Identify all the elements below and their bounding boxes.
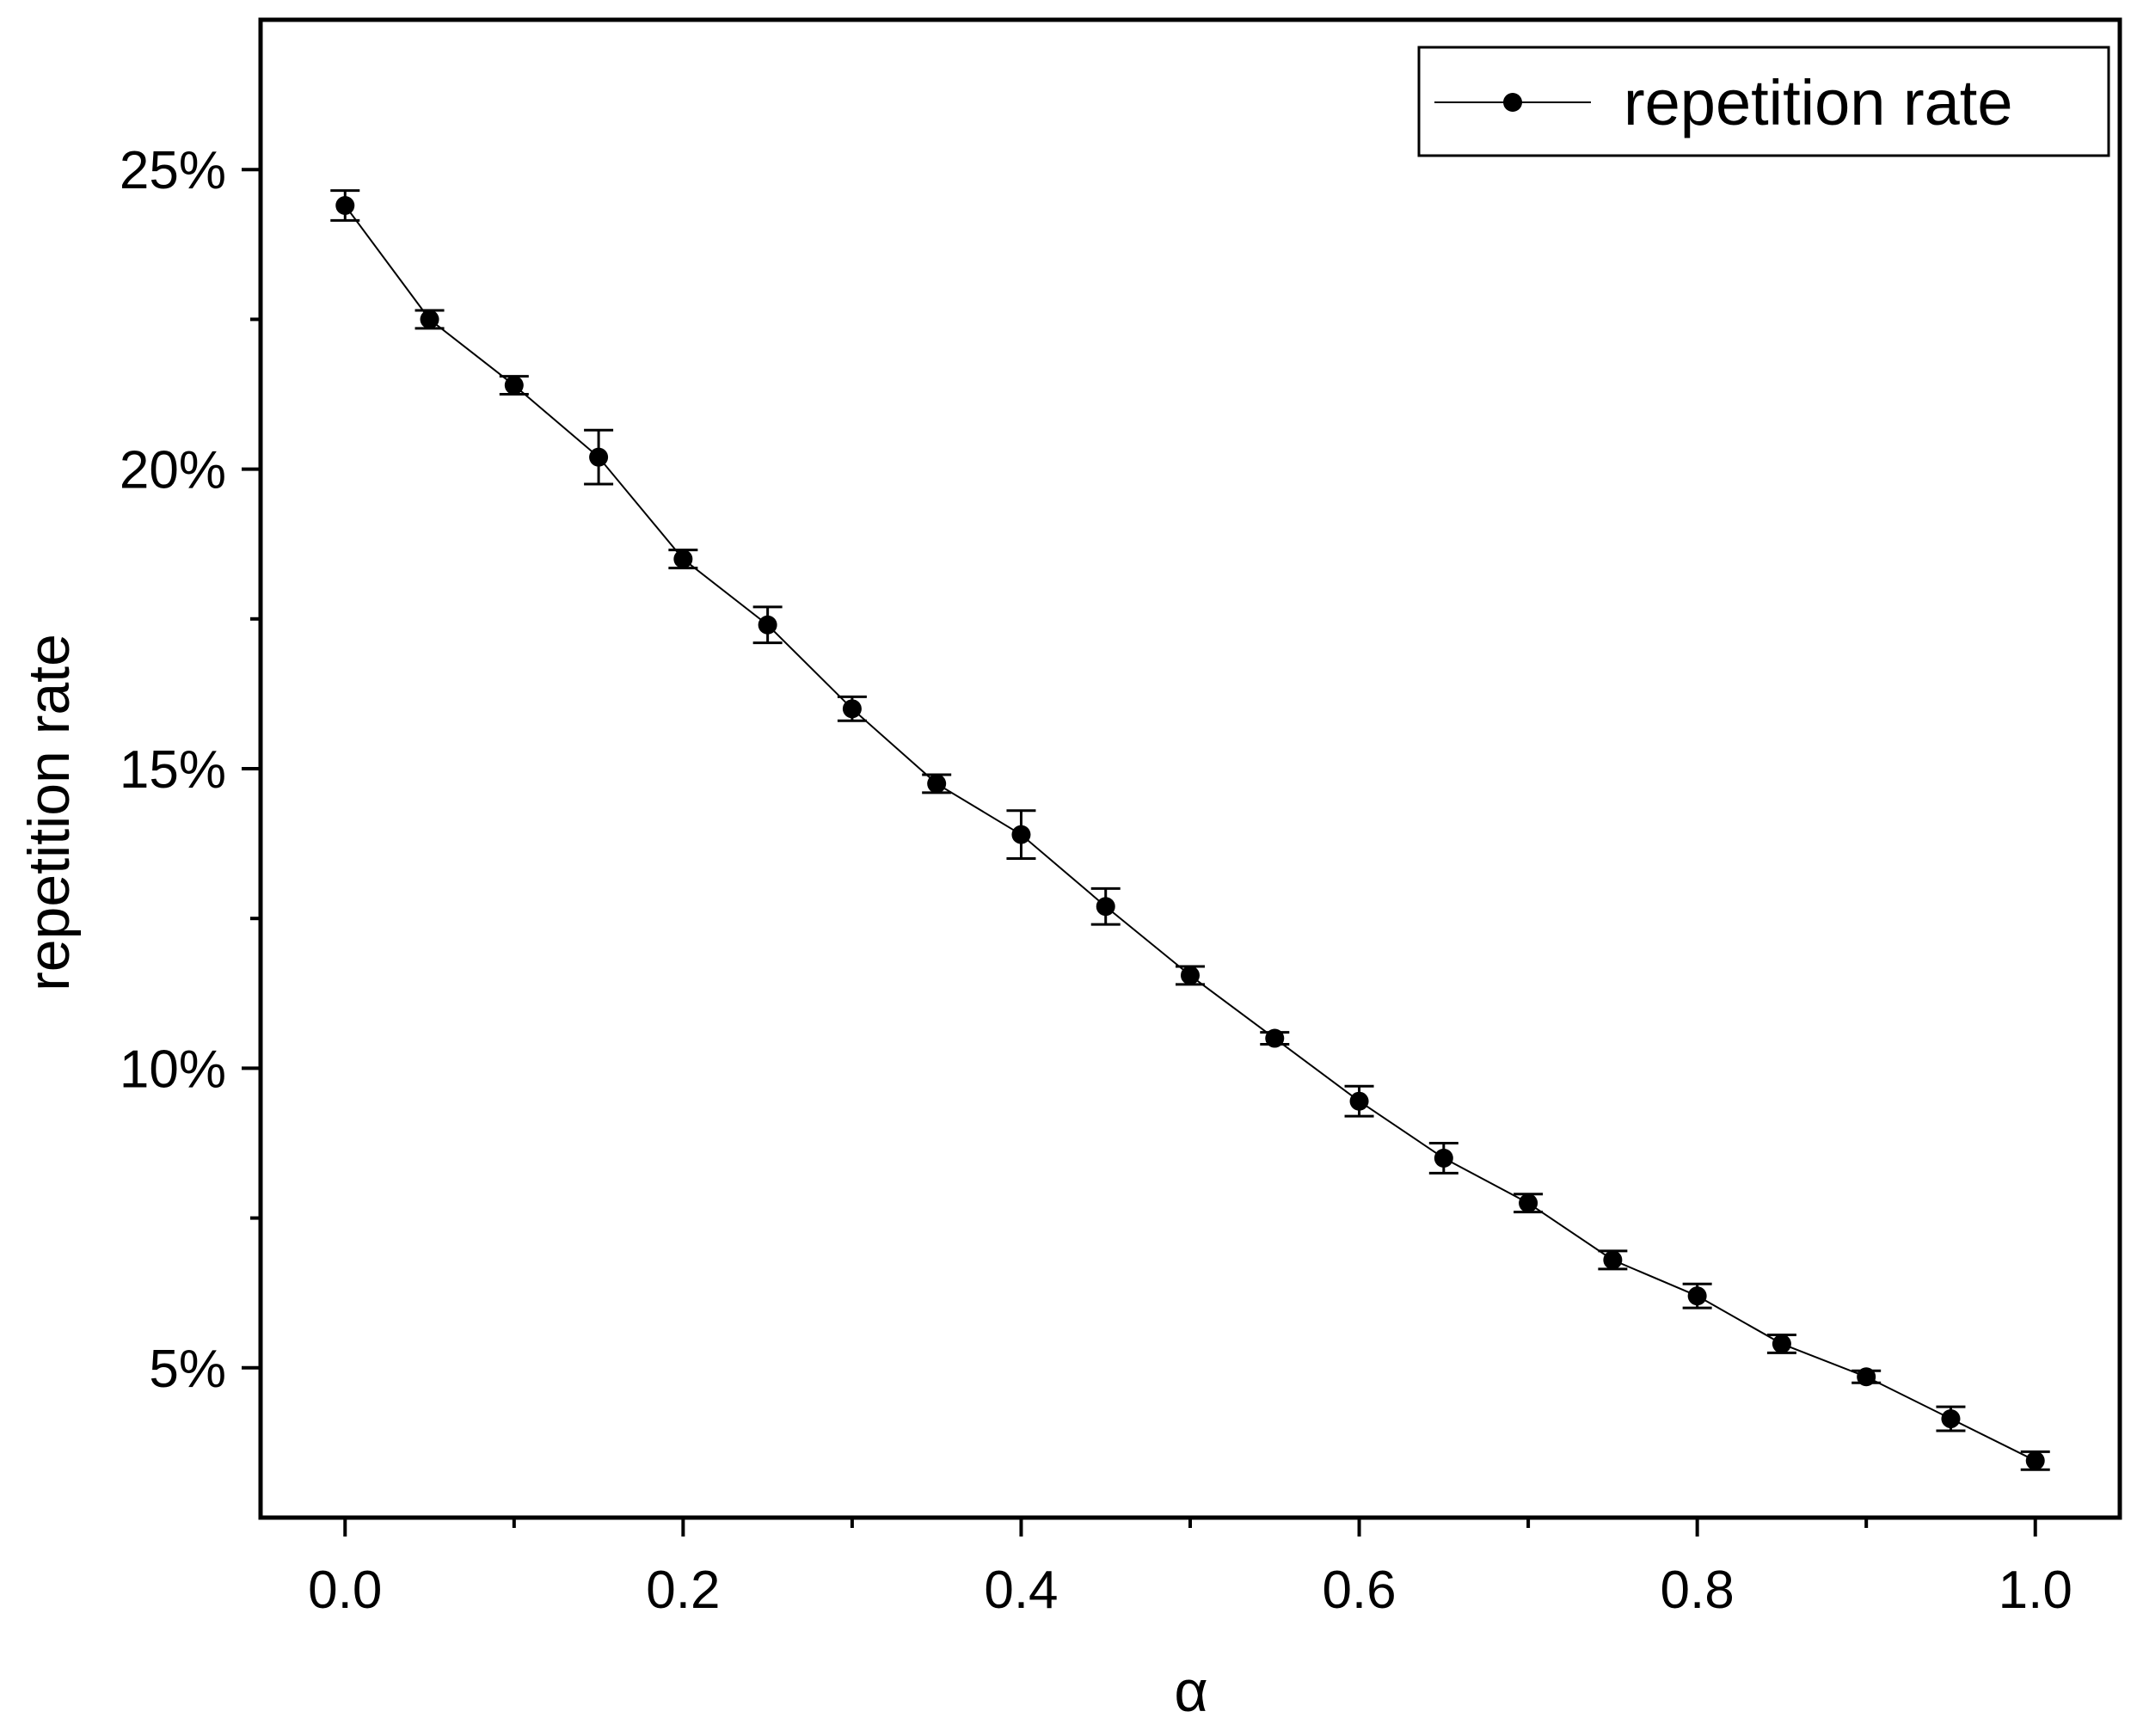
- legend-label: repetition rate: [1624, 67, 2013, 138]
- y-axis-label: repetition rate: [16, 634, 82, 991]
- data-point: [589, 447, 609, 467]
- x-tick-label: 0.6: [1322, 1561, 1396, 1620]
- x-tick-label: 0.0: [308, 1561, 382, 1620]
- data-point: [1772, 1334, 1791, 1353]
- x-tick-label: 1.0: [1999, 1561, 2073, 1620]
- data-point: [1687, 1286, 1707, 1306]
- data-point: [1519, 1193, 1538, 1213]
- data-point: [1265, 1028, 1285, 1048]
- x-axis-label: α: [1174, 1659, 1207, 1724]
- x-tick-label: 0.4: [984, 1561, 1058, 1620]
- data-point: [1603, 1250, 1623, 1270]
- data-point: [1434, 1148, 1453, 1168]
- y-tick-label: 25%: [120, 141, 226, 200]
- y-tick-label: 5%: [149, 1340, 226, 1399]
- y-tick-label: 10%: [120, 1040, 226, 1099]
- legend-marker: [1503, 93, 1522, 112]
- data-point: [1181, 966, 1200, 985]
- axis-ticks: 0.0 0.2 0.4 0.6 0.8 1.0 5% 10% 15% 20% 25%: [120, 141, 2073, 1620]
- x-tick-label: 0.8: [1661, 1561, 1735, 1620]
- data-point: [1941, 1409, 1961, 1429]
- series-repetition-rate: [330, 189, 2050, 1471]
- data-point: [758, 615, 777, 635]
- data-point: [1349, 1091, 1369, 1111]
- data-point: [504, 376, 524, 396]
- data-point: [1011, 825, 1031, 844]
- y-tick-label: 20%: [120, 441, 226, 500]
- y-tick-label: 15%: [120, 740, 226, 800]
- x-tick-label: 0.2: [646, 1561, 720, 1620]
- series-line: [344, 205, 2036, 1462]
- plot-frame: [258, 17, 2122, 1520]
- data-point: [673, 549, 693, 569]
- data-point: [842, 699, 862, 719]
- data-point: [420, 310, 439, 329]
- data-point: [927, 774, 947, 794]
- plot-border: [258, 17, 2122, 1520]
- data-point: [1857, 1367, 1876, 1387]
- legend: repetition rate: [1417, 46, 2110, 157]
- data-point: [1096, 897, 1115, 917]
- data-point: [335, 196, 355, 216]
- data-point: [2025, 1451, 2045, 1470]
